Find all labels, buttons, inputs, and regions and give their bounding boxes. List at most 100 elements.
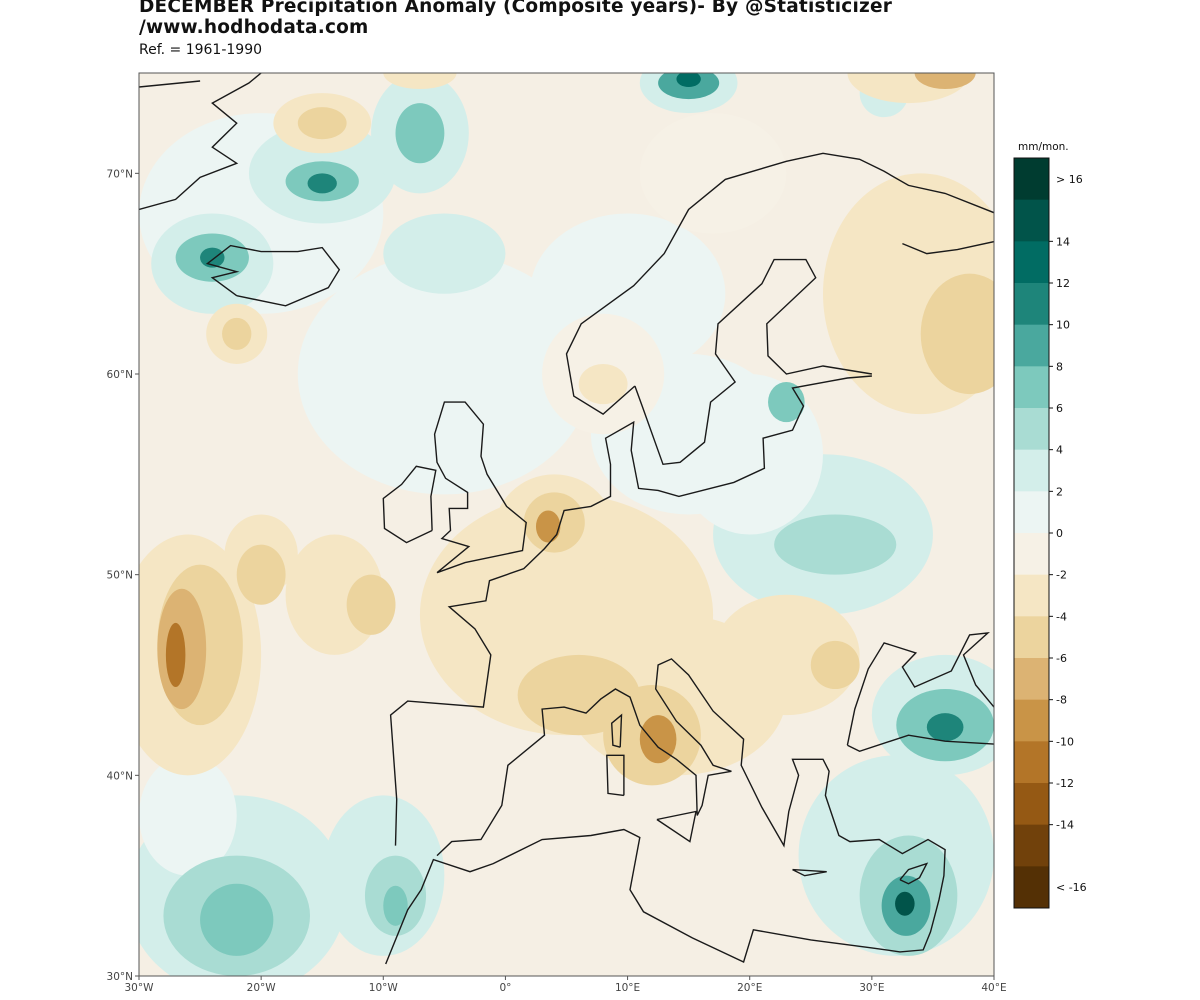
- anomaly-contour: [926, 713, 964, 742]
- legend-label: < -16: [1056, 881, 1087, 894]
- legend-swatch: [1014, 533, 1049, 576]
- anomaly-contour: [639, 715, 677, 764]
- coastline: [433, 401, 527, 574]
- legend-swatch: [1014, 616, 1049, 659]
- coastline: [610, 713, 623, 748]
- legend-swatch: [1014, 741, 1049, 784]
- legend-label: -12: [1056, 777, 1074, 790]
- legend-label: 14: [1056, 235, 1070, 248]
- legend-label: -8: [1056, 694, 1067, 707]
- legend-label: -6: [1056, 652, 1067, 665]
- coastline: [385, 658, 946, 965]
- legend-swatch: [1014, 366, 1049, 409]
- anomaly-contour: [395, 103, 445, 164]
- anomaly-contour: [774, 514, 897, 575]
- x-tick-label: 10°W: [369, 982, 399, 994]
- coastline: [389, 375, 872, 846]
- x-tick-label: 20°E: [737, 982, 762, 994]
- anomaly-contour: [139, 755, 237, 876]
- legend-swatch: [1014, 408, 1049, 451]
- legend-title: mm/mon.: [1018, 141, 1069, 153]
- legend-label: 2: [1056, 485, 1063, 498]
- latitude-axis: 30°N 40°N 50°N 60°N 70°N: [107, 168, 139, 983]
- anomaly-field: [139, 73, 994, 976]
- x-tick-label: 20°W: [247, 982, 277, 994]
- legend-frame: [1013, 157, 1050, 909]
- anomaly-contour: [383, 885, 408, 926]
- y-tick-label: 70°N: [107, 168, 133, 180]
- x-tick-label: 10°E: [615, 982, 640, 994]
- x-tick-label: 40°E: [981, 982, 1006, 994]
- coastline: [847, 734, 994, 753]
- anomaly-contour: [810, 640, 860, 690]
- legend-label: -2: [1056, 569, 1067, 582]
- legend-swatch: [1014, 824, 1049, 867]
- anomaly-contours: [139, 73, 994, 976]
- coastline: [634, 258, 873, 466]
- anomaly-contour: [535, 510, 561, 543]
- legend-label: -10: [1056, 735, 1074, 748]
- chart-title-line2: /www.hodhodata.com: [139, 17, 369, 38]
- anomaly-contour: [920, 273, 994, 395]
- coastline: [205, 244, 341, 307]
- coastline: [565, 152, 994, 415]
- legend-swatch: [1014, 241, 1049, 284]
- anomaly-contour: [676, 73, 701, 88]
- chart-title: DECEMBER Precipitation Anomaly (Composit…: [139, 0, 892, 38]
- legend: mm/mon. > 16 14 12 10 8 6 4 2 0 -2 -4 -6 -8 -10 -12 -14 <…: [1013, 141, 1087, 909]
- legend-label: 0: [1056, 527, 1063, 540]
- y-tick-label: 30°N: [107, 971, 133, 983]
- anomaly-contour: [222, 317, 252, 350]
- anomaly-contour: [578, 363, 628, 405]
- chart-title-line1: DECEMBER Precipitation Anomaly (Composit…: [139, 0, 893, 17]
- coastline: [606, 754, 625, 797]
- legend-swatch: [1014, 283, 1049, 326]
- y-tick-label: 50°N: [107, 570, 133, 582]
- coastline: [382, 465, 437, 544]
- coastline: [899, 862, 929, 885]
- legend-swatch: [1014, 199, 1049, 242]
- x-tick-label: 0°: [499, 982, 511, 994]
- legend-swatch: [1014, 699, 1049, 742]
- anomaly-contour: [895, 891, 915, 916]
- legend-label: 6: [1056, 402, 1063, 415]
- coastline: [139, 73, 262, 211]
- anomaly-contour: [914, 73, 976, 90]
- legend-swatch: [1014, 491, 1049, 534]
- coastline: [902, 240, 994, 255]
- legend-swatch: [1014, 449, 1049, 492]
- legend-label: > 16: [1056, 173, 1083, 186]
- legend-label: -4: [1056, 610, 1067, 623]
- anomaly-contour: [200, 883, 274, 956]
- coastline: [846, 631, 994, 746]
- legend-label: 8: [1056, 360, 1063, 373]
- anomaly-contour: [517, 654, 640, 736]
- x-tick-label: 30°E: [859, 982, 884, 994]
- legend-label: 10: [1056, 319, 1070, 332]
- anomaly-contour: [200, 247, 225, 268]
- legend-swatch: [1014, 574, 1049, 617]
- y-tick-label: 60°N: [107, 369, 133, 381]
- anomaly-contour: [346, 574, 396, 635]
- anomaly-contour: [639, 113, 787, 234]
- legend-swatch: [1014, 324, 1049, 367]
- anomaly-contour: [236, 544, 286, 605]
- anomaly-contour: [383, 213, 506, 294]
- anomaly-contour: [297, 253, 591, 495]
- legend-label: 4: [1056, 444, 1063, 457]
- legend-swatch: [1014, 866, 1049, 909]
- anomaly-contour: [165, 622, 186, 688]
- coastline: [792, 868, 827, 877]
- coastline: [656, 810, 697, 843]
- legend-label: 12: [1056, 277, 1070, 290]
- legend-swatch: [1014, 158, 1049, 201]
- legend-swatch: [1014, 783, 1049, 826]
- x-tick-label: 30°W: [125, 982, 155, 994]
- longitude-axis: 30°W 20°W 10°W 0° 10°E 20°E 30°E 40°E: [125, 976, 1007, 994]
- coastlines: [139, 73, 994, 965]
- legend-swatch: [1014, 658, 1049, 701]
- anomaly-contour: [383, 73, 457, 90]
- map-frame: [138, 72, 995, 977]
- anomaly-contour: [307, 173, 337, 194]
